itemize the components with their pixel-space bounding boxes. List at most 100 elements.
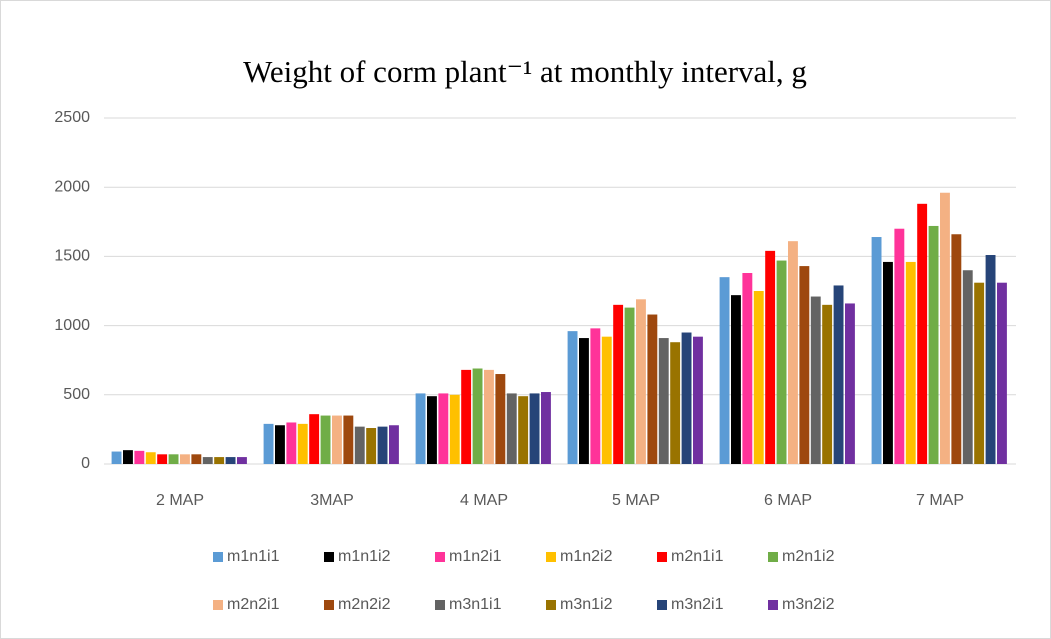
bar <box>624 307 635 464</box>
legend-label: m1n2i1 <box>449 548 502 565</box>
y-tick-label: 2000 <box>54 178 90 195</box>
legend-label: m2n1i2 <box>782 548 835 565</box>
bar <box>225 457 236 464</box>
bar <box>590 328 601 464</box>
legend-label: m2n2i1 <box>227 596 280 613</box>
bar <box>297 423 308 464</box>
x-tick-label: 7 MAP <box>916 492 964 509</box>
bar <box>214 457 225 464</box>
legend-swatch <box>657 552 667 562</box>
bar <box>833 285 844 464</box>
bar <box>658 338 669 464</box>
bar <box>636 299 646 464</box>
bar <box>765 250 776 464</box>
x-tick-label: 3MAP <box>310 492 354 509</box>
legend-swatch <box>435 600 445 610</box>
bar <box>484 369 494 464</box>
bar <box>883 261 893 464</box>
bar <box>647 314 658 464</box>
bar <box>286 422 297 464</box>
bar <box>871 237 882 464</box>
bar <box>180 454 190 464</box>
bar <box>681 332 692 464</box>
bar <box>693 336 703 464</box>
bar <box>719 277 730 464</box>
bar <box>449 394 460 464</box>
y-tick-label: 0 <box>81 455 90 472</box>
bar <box>309 414 320 464</box>
bar <box>134 450 145 464</box>
x-tick-label: 4 MAP <box>460 492 508 509</box>
legend-swatch <box>546 552 556 562</box>
y-tick-label: 1000 <box>54 317 90 334</box>
bar <box>275 425 285 464</box>
x-tick-label: 5 MAP <box>612 492 660 509</box>
bar <box>202 457 213 464</box>
bar <box>753 291 764 464</box>
bar <box>917 203 928 465</box>
bar <box>427 396 437 464</box>
bar <box>320 415 331 464</box>
y-tick-label: 2500 <box>54 109 90 126</box>
chart-title: Weight of corm plant⁻¹ at monthly interv… <box>243 54 807 89</box>
bar <box>997 282 1007 464</box>
bar <box>343 415 354 464</box>
bar <box>366 428 377 464</box>
legend-swatch <box>657 600 667 610</box>
bar <box>354 426 365 464</box>
bar <box>567 331 578 464</box>
bar <box>506 393 517 464</box>
bar <box>529 393 540 464</box>
bar <box>237 457 247 464</box>
legend-swatch <box>768 552 778 562</box>
legend-swatch <box>324 552 334 562</box>
legend-label: m3n1i2 <box>560 596 613 613</box>
legend-label: m1n1i2 <box>338 548 391 565</box>
bar <box>974 282 985 464</box>
bar <box>905 261 916 464</box>
bar <box>670 342 681 464</box>
bar <box>332 415 342 464</box>
legend-swatch <box>213 552 223 562</box>
legend-label: m3n2i2 <box>782 596 835 613</box>
legend-label: m2n2i2 <box>338 596 391 613</box>
bar <box>111 451 122 464</box>
bar <box>894 228 905 464</box>
x-tick-label: 2 MAP <box>156 492 204 509</box>
legend-label: m2n1i1 <box>671 548 724 565</box>
bar <box>495 374 506 464</box>
bar <box>123 450 133 464</box>
bar <box>776 260 787 464</box>
bar <box>845 303 855 464</box>
y-tick-label: 1500 <box>54 248 90 265</box>
bar <box>191 454 202 464</box>
bar <box>415 393 426 464</box>
bar <box>985 255 996 464</box>
bar <box>822 304 833 464</box>
bar <box>799 266 810 464</box>
legend-label: m1n2i2 <box>560 548 613 565</box>
bar <box>263 423 274 464</box>
bar <box>601 336 612 464</box>
bar <box>461 369 472 464</box>
bar <box>579 338 589 464</box>
y-tick-label: 500 <box>63 386 90 403</box>
legend-label: m3n1i1 <box>449 596 502 613</box>
x-tick-label: 6 MAP <box>764 492 812 509</box>
legend-swatch <box>546 600 556 610</box>
bar <box>731 295 741 464</box>
legend-swatch <box>324 600 334 610</box>
bar <box>157 454 168 464</box>
bar <box>788 241 798 464</box>
bar <box>389 425 399 464</box>
legend-swatch <box>435 552 445 562</box>
bar <box>928 225 939 464</box>
bar <box>472 368 483 464</box>
bar <box>962 270 973 464</box>
legend-swatch <box>213 600 223 610</box>
bar <box>145 452 156 464</box>
bar <box>518 396 529 464</box>
bar <box>940 192 950 464</box>
